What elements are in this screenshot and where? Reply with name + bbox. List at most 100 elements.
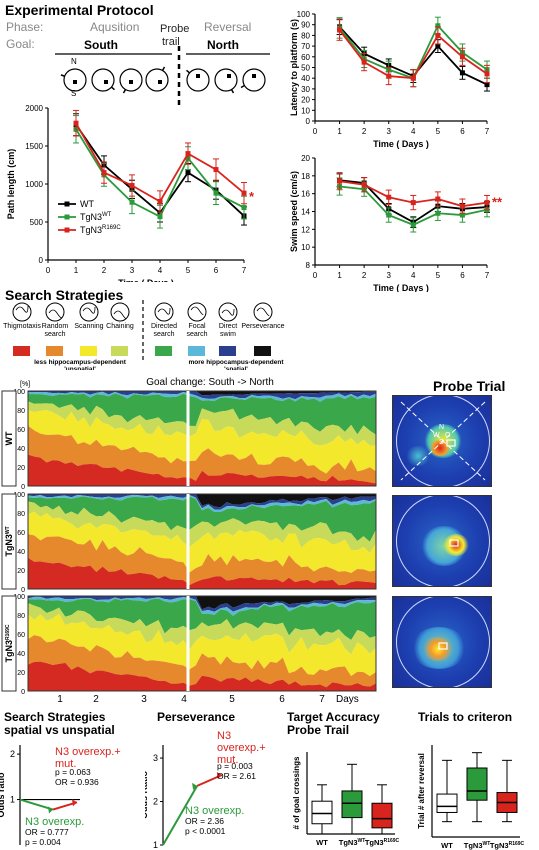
probe-label-2: trail [162,36,180,48]
strategy-label: Focal [188,323,206,330]
phase-label: Phase: [6,20,43,34]
strategies-title: Search Strategies [5,287,124,303]
goal-north: North [207,38,239,52]
y-tick-label: 60 [17,632,25,639]
y-tick-label: 3 [153,753,158,763]
strategy-color-swatch [219,346,236,356]
group-label: TgN3WT [4,526,14,556]
pool-icons [60,66,266,94]
y-axis-label: Swim speed (cm/s) [289,171,299,252]
group-label: WT [4,431,14,445]
y-tick-label: 20 [301,154,310,163]
annot-wt: OR = 2.36 [185,816,224,826]
x-tick-label: 2 [102,266,107,275]
y-tick-label: 16 [301,190,310,199]
data-point-tg_mut [361,59,367,65]
x-tick-label: 3 [386,127,391,136]
data-point-tg_wt [459,212,465,218]
strategy-label: search [153,331,174,338]
x-tick-label: 7 [242,266,247,275]
day-tick-label: 6 [279,694,285,705]
strategy-color-swatch [13,346,30,356]
box [371,802,393,829]
x-tick-label: 6 [214,266,219,275]
panel-title: Trials to criteron [418,710,512,724]
start-marker [110,86,115,91]
start-marker [186,69,191,74]
area-frame [27,595,377,692]
annot-mutant: p = 0.063 [55,767,91,777]
y-tick-label: 80 [17,613,25,620]
start-marker [230,89,235,94]
x-tick-label: 4 [158,266,163,275]
strategy-area-band [28,534,376,586]
strategy-area-band [28,557,376,589]
y-tick-label: 20 [17,465,25,472]
strategy-color-swatch [80,346,97,356]
strategy-color-swatch [254,346,271,356]
start-marker [161,66,166,71]
pool-icon [145,68,169,92]
y-tick-label: 0 [21,484,25,491]
legend-sup: R169C [102,225,121,231]
x-tick-label: 2 [362,271,367,280]
or-line-tg_wt [162,785,198,846]
platform-marker [252,74,256,78]
y-tick-label: 2000 [25,104,43,113]
probe-heatmap-tg-wt [392,495,492,587]
strategy-icon [12,302,32,322]
strategy-color-swatch [155,346,172,356]
south-mark: S [71,89,76,98]
strategy-icon [187,302,207,322]
annot-mutant: OR = 0.936 [55,777,99,787]
category-label: TgN3WT [339,838,366,847]
x-tick-label: 5 [186,266,191,275]
strategy-area-band [28,511,376,573]
data-point-tg_mut [361,182,367,188]
probe-label-1: Probe [160,23,189,35]
platform-marker [227,74,231,78]
group-label-sup: WT [5,526,11,534]
strategy-icon [79,302,99,322]
y-tick-label: 10 [301,243,310,252]
x-axis-label: Time ( Days ) [118,278,174,282]
data-point-tg_mut [435,32,441,38]
y-tick-label: 100 [13,389,25,396]
strategy-label: Scanning [74,323,103,330]
more-dependent-label: more hippocampus-dependent [189,359,285,366]
day-tick-label: 1 [57,694,63,705]
probe-heatmap-wt: N W O S [392,395,492,487]
area-frame [27,493,377,590]
y-tick-label: 2 [153,797,158,807]
category-label: TgN3R169C [365,838,400,847]
strategy-area-band [28,596,376,616]
box [436,793,458,813]
y-tick-label: 60 [17,530,25,537]
area-chart-group: 100 80 60 40 20 0 TgN3R169C [1,594,377,696]
data-point-tg_mut [101,170,107,176]
group-label-box [1,595,17,692]
strategy-area-band [28,598,376,641]
box [311,800,333,825]
percent-label: [%] [20,381,30,388]
strategy-area-band [28,494,376,508]
strategy-area-band [28,391,376,400]
annot-wt: p < 0.0001 [185,826,226,836]
category-label: WT [441,841,453,850]
strategy-label: swim [220,331,236,338]
path-length-chart: 0 500 1000 1500 2000 0 1 2 3 4 5 6 7 Time ( Days ) Pat… [6,104,255,282]
significance-marker: * [249,189,255,204]
unspatial-label: 'unspatial' [64,366,96,370]
x-tick-label: 1 [337,127,342,136]
strategy-label: Directed [151,323,177,330]
panel-title: Target Accuracy [287,710,380,724]
pool-icon [186,68,210,92]
goal-label: Goal: [6,37,35,51]
strategy-label: Direct [219,323,237,330]
quadrant-n: N [439,424,444,431]
strategy-area-band [28,496,376,542]
title-line: Search Strategies [4,710,106,724]
legend-marker-wt [64,201,70,207]
y-tick-label: 14 [301,208,310,217]
